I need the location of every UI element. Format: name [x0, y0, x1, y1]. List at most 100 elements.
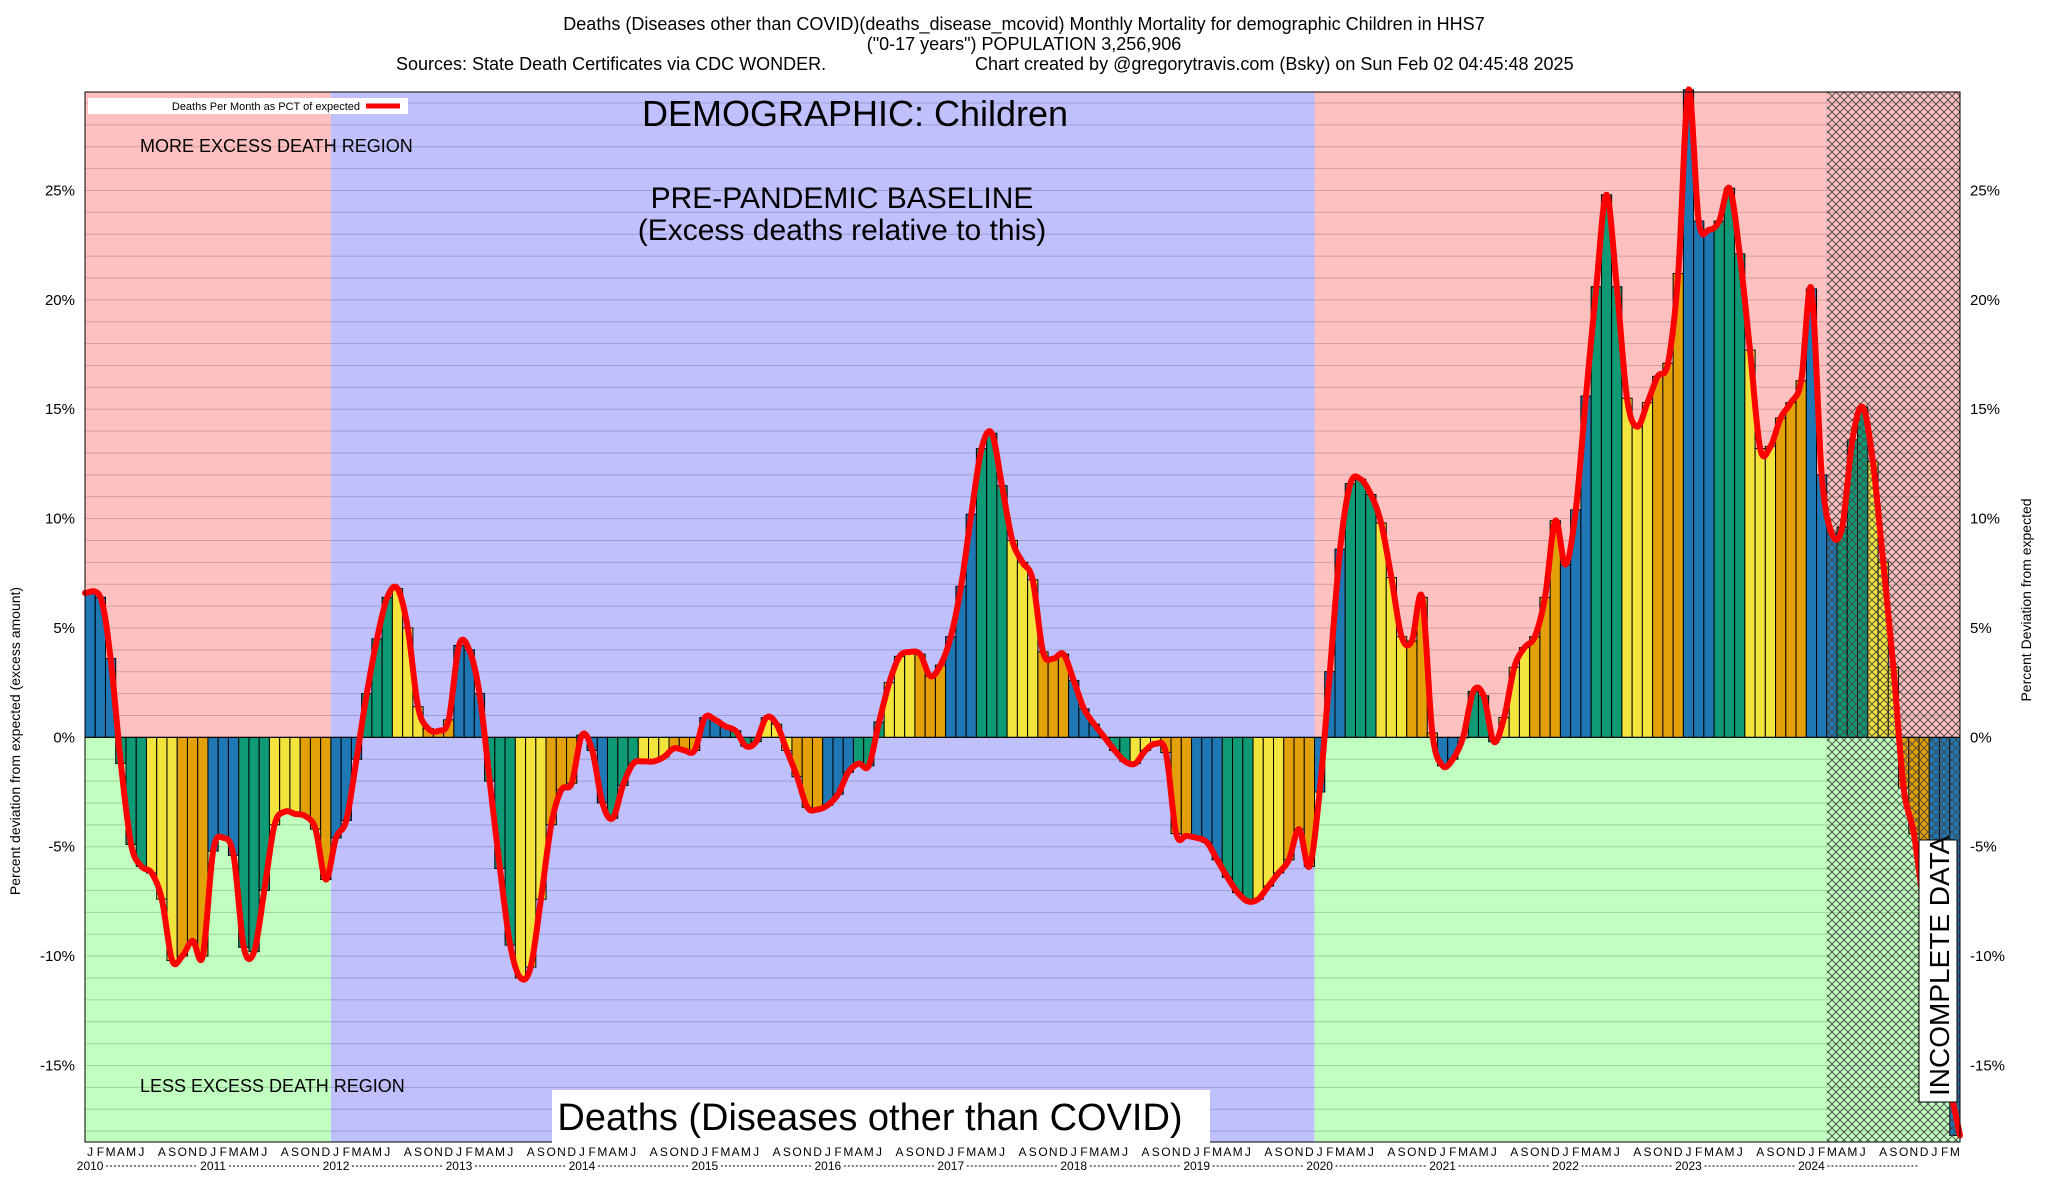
x-tick-month: N — [680, 1145, 689, 1159]
bar-155 — [1672, 273, 1684, 738]
bar-30 — [391, 588, 404, 738]
bar-116 — [1273, 736, 1285, 874]
bar-54 — [637, 736, 650, 762]
x-tick-month: N — [1172, 1145, 1181, 1159]
x-tick-month: M — [474, 1145, 484, 1159]
bar-150 — [1621, 397, 1633, 738]
x-tick-year: 2024 — [1798, 1159, 1825, 1173]
x-tick-year: 2019 — [1183, 1159, 1210, 1173]
bar-82 — [924, 675, 936, 738]
bar-153 — [1652, 375, 1664, 738]
x-tick-month: S — [660, 1145, 668, 1159]
x-tick-month: F — [220, 1145, 227, 1159]
x-tick-month: D — [1428, 1145, 1437, 1159]
x-tick-month: D — [198, 1145, 207, 1159]
x-tick-month: N — [926, 1145, 935, 1159]
x-tick-month: F — [1326, 1145, 1333, 1159]
bar-21 — [299, 736, 311, 817]
bar-91 — [1016, 561, 1029, 738]
x-tick-month: N — [1049, 1145, 1058, 1159]
x-tick-month: M — [1847, 1145, 1857, 1159]
x-tick-month: F — [1818, 1145, 1825, 1159]
x-tick-month: J — [210, 1145, 216, 1159]
x-tick-month: F — [711, 1145, 718, 1159]
x-tick-month: O — [792, 1145, 801, 1159]
x-tick-month: O — [915, 1145, 924, 1159]
x-tick-month: M — [1602, 1145, 1612, 1159]
x-tick-month: D — [1305, 1145, 1314, 1159]
incomplete-data-box — [1918, 839, 1958, 1103]
chart-credit: Chart created by @gregorytravis.com (Bsk… — [975, 54, 1574, 74]
x-tick-month: J — [753, 1145, 759, 1159]
bar-24 — [330, 736, 342, 839]
x-tick-month: M — [106, 1145, 116, 1159]
x-tick-month: A — [404, 1145, 412, 1159]
x-tick-month: O — [1284, 1145, 1293, 1159]
y-tick-right: -5% — [1970, 839, 1997, 856]
bar-87 — [975, 448, 988, 738]
bar-125 — [1365, 494, 1377, 738]
x-tick-month: A — [1018, 1145, 1026, 1159]
x-tick-month: N — [1295, 1145, 1304, 1159]
x-tick-month: J — [1563, 1145, 1569, 1159]
x-tick-month: N — [311, 1145, 320, 1159]
x-tick-month: A — [1387, 1145, 1395, 1159]
bar-167 — [1795, 380, 1807, 738]
x-tick-month: J — [1685, 1145, 1691, 1159]
x-tick-month: A — [1100, 1145, 1108, 1159]
x-tick-month: N — [1418, 1145, 1427, 1159]
bar-109 — [1201, 736, 1213, 843]
bar-71 — [811, 736, 824, 810]
x-tick-month: J — [1614, 1145, 1620, 1159]
x-tick-month: S — [168, 1145, 176, 1159]
bar-111 — [1221, 736, 1234, 878]
bar-20 — [289, 736, 301, 815]
x-tick-month: M — [249, 1145, 259, 1159]
incomplete-data-label-group: INCOMPLETE DATA — [1918, 835, 1958, 1103]
x-tick-month: M — [720, 1145, 730, 1159]
x-tick-month: O — [1038, 1145, 1047, 1159]
x-tick-month: M — [987, 1145, 997, 1159]
baseline-region — [330, 92, 1315, 1142]
chart-sources: Sources: State Death Certificates via CD… — [396, 54, 826, 74]
x-tick-year: 2013 — [446, 1159, 473, 1173]
bar-129 — [1406, 640, 1418, 738]
x-tick-month: J — [702, 1145, 708, 1159]
bar-13 — [217, 736, 229, 839]
bar-151 — [1631, 426, 1643, 738]
x-tick-month: A — [1469, 1145, 1477, 1159]
x-tick-month: S — [1643, 1145, 1651, 1159]
x-tick-month: D — [567, 1145, 576, 1159]
bar-88 — [986, 432, 998, 738]
x-tick-month: J — [384, 1145, 390, 1159]
y-tick-right: 25% — [1970, 182, 2000, 199]
x-tick-month: D — [690, 1145, 699, 1159]
x-tick-month: F — [1203, 1145, 1210, 1159]
bar-94 — [1047, 658, 1059, 738]
x-tick-year: 2012 — [323, 1159, 350, 1173]
x-tick-month: N — [434, 1145, 443, 1159]
x-tick-month: O — [301, 1145, 310, 1159]
x-tick-month: S — [1275, 1145, 1283, 1159]
x-tick-month: F — [589, 1145, 596, 1159]
less-excess-label: LESS EXCESS DEATH REGION — [140, 1076, 405, 1096]
x-tick-month: J — [1245, 1145, 1251, 1159]
x-tick-month: M — [966, 1145, 976, 1159]
x-tick-month: A — [609, 1145, 617, 1159]
bar-154 — [1662, 362, 1674, 738]
chart-title: Deaths (Diseases other than COVID)(death… — [563, 14, 1484, 35]
x-tick-year: 2021 — [1429, 1159, 1456, 1173]
x-tick-month: J — [1368, 1145, 1374, 1159]
x-tick-month: D — [936, 1145, 945, 1159]
x-tick-month: A — [1838, 1145, 1846, 1159]
x-tick-month: O — [1530, 1145, 1539, 1159]
bar-110 — [1211, 736, 1223, 861]
bar-158 — [1703, 229, 1715, 738]
x-tick-month: D — [813, 1145, 822, 1159]
x-tick-month: A — [1264, 1145, 1272, 1159]
x-tick-month: A — [650, 1145, 658, 1159]
x-tick-month: M — [1110, 1145, 1120, 1159]
x-tick-month: N — [1787, 1145, 1796, 1159]
